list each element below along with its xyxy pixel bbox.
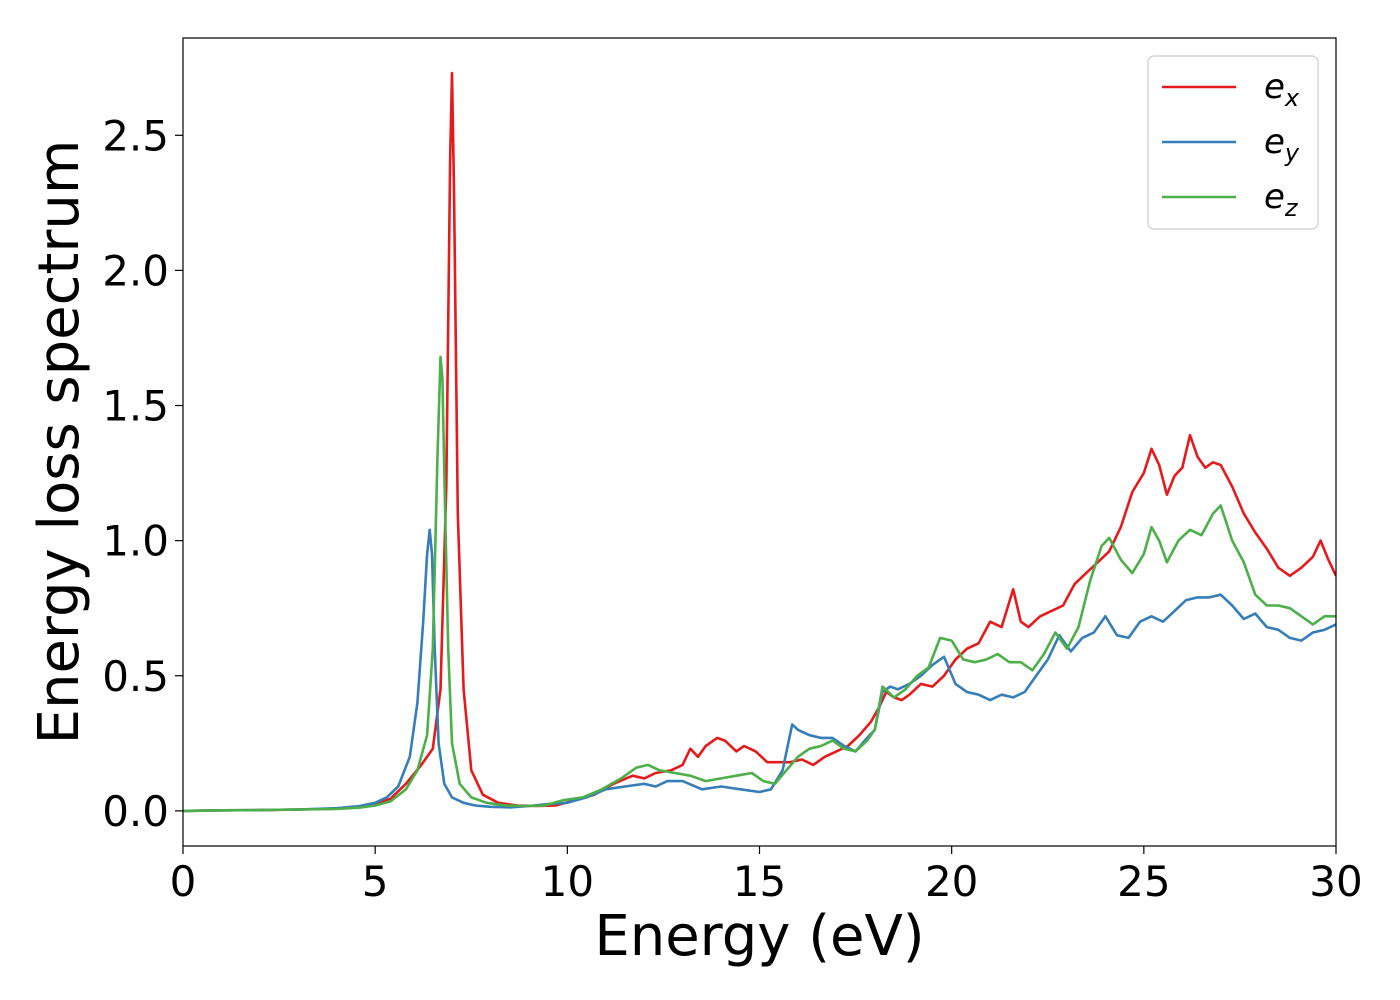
series-line-e_z xyxy=(183,355,1336,813)
x-axis-title: Energy (eV) xyxy=(594,904,924,969)
y-tick-label: 0.5 xyxy=(102,652,169,701)
y-tick-label: 1.0 xyxy=(102,517,169,566)
legend-label-e_y: ey xyxy=(1264,122,1300,167)
y-tick-label: 2.5 xyxy=(102,111,169,160)
x-tick-label: 5 xyxy=(362,857,389,906)
y-axis-title: Energy loss spectrum xyxy=(27,140,92,745)
legend-label-e_x: ex xyxy=(1264,67,1300,112)
x-tick-label: 15 xyxy=(733,857,786,906)
y-tick-label: 2.0 xyxy=(102,246,169,295)
x-tick-label: 30 xyxy=(1309,857,1362,906)
x-tick-label: 10 xyxy=(541,857,594,906)
x-tick-label: 20 xyxy=(925,857,978,906)
y-tick-label: 1.5 xyxy=(102,382,169,431)
x-tick-label: 25 xyxy=(1117,857,1170,906)
series-line-e_x xyxy=(183,71,1336,813)
x-tick-label: 0 xyxy=(170,857,197,906)
legend: ex ey ez xyxy=(1147,55,1319,230)
y-axis: 0.0 0.5 1.0 1.5 2.0 2.5 xyxy=(102,111,183,836)
legend-label-e_z: ez xyxy=(1264,177,1299,222)
y-tick-label: 0.0 xyxy=(102,787,169,836)
x-axis: 0 5 10 15 20 25 30 xyxy=(170,846,1363,906)
series-layer xyxy=(183,71,1336,813)
